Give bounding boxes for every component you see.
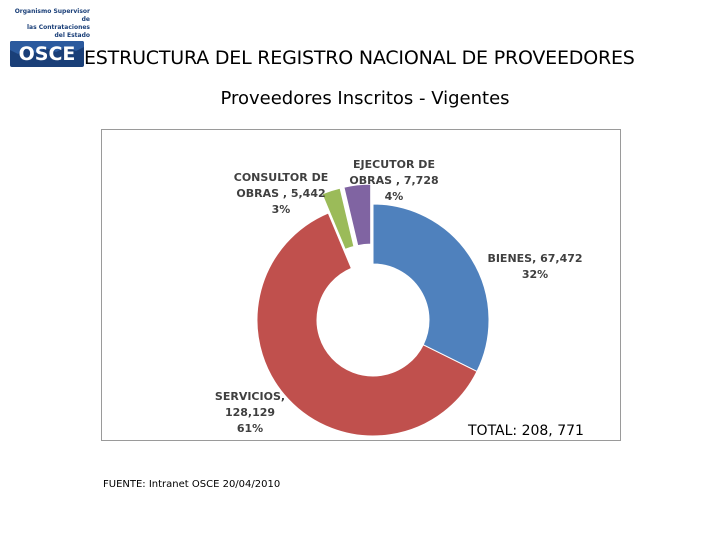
page-title: ESTRUCTURA DEL REGISTRO NACIONAL DE PROV… xyxy=(84,47,635,69)
osce-logo: Organismo Supervisor de las Contratacion… xyxy=(8,8,90,68)
chart-frame: BIENES, 67,472 32% SERVICIOS, 128,129 61% CON… xyxy=(101,129,621,441)
data-label-ejecutor-de-obras: EJECUTOR DE OBRAS , 7,728 4% xyxy=(349,158,438,203)
data-label-servicios: SERVICIOS, 128,129 61% xyxy=(215,390,285,435)
slice-ejecutor-de-obras xyxy=(343,183,372,247)
slice-bienes xyxy=(372,203,490,373)
total-label: TOTAL: 208, 771 xyxy=(468,423,584,439)
chart-subtitle: Proveedores Inscritos - Vigentes xyxy=(220,88,510,109)
data-label-consultor-de-obras: CONSULTOR DE OBRAS , 5,442 3% xyxy=(234,171,328,216)
data-label-bienes: BIENES, 67,472 32% xyxy=(487,252,582,281)
source-note: FUENTE: Intranet OSCE 20/04/2010 xyxy=(103,479,281,490)
logo-badge: OSCE xyxy=(10,41,84,67)
doughnut-chart: BIENES, 67,472 32% SERVICIOS, 128,129 61% CON… xyxy=(215,158,583,437)
logo-badge-background xyxy=(10,41,84,67)
logo-org-line: las Contrataciones xyxy=(26,24,90,31)
slice-consultor-de-obras xyxy=(321,187,355,250)
logo-org-name: Organismo Supervisor de las Contratacion… xyxy=(10,8,90,40)
logo-org-line: Organismo Supervisor de xyxy=(14,8,90,23)
logo-wordmark: OSCE xyxy=(18,43,76,65)
slice-servicios xyxy=(256,212,478,437)
logo-org-line: del Estado xyxy=(54,32,90,39)
